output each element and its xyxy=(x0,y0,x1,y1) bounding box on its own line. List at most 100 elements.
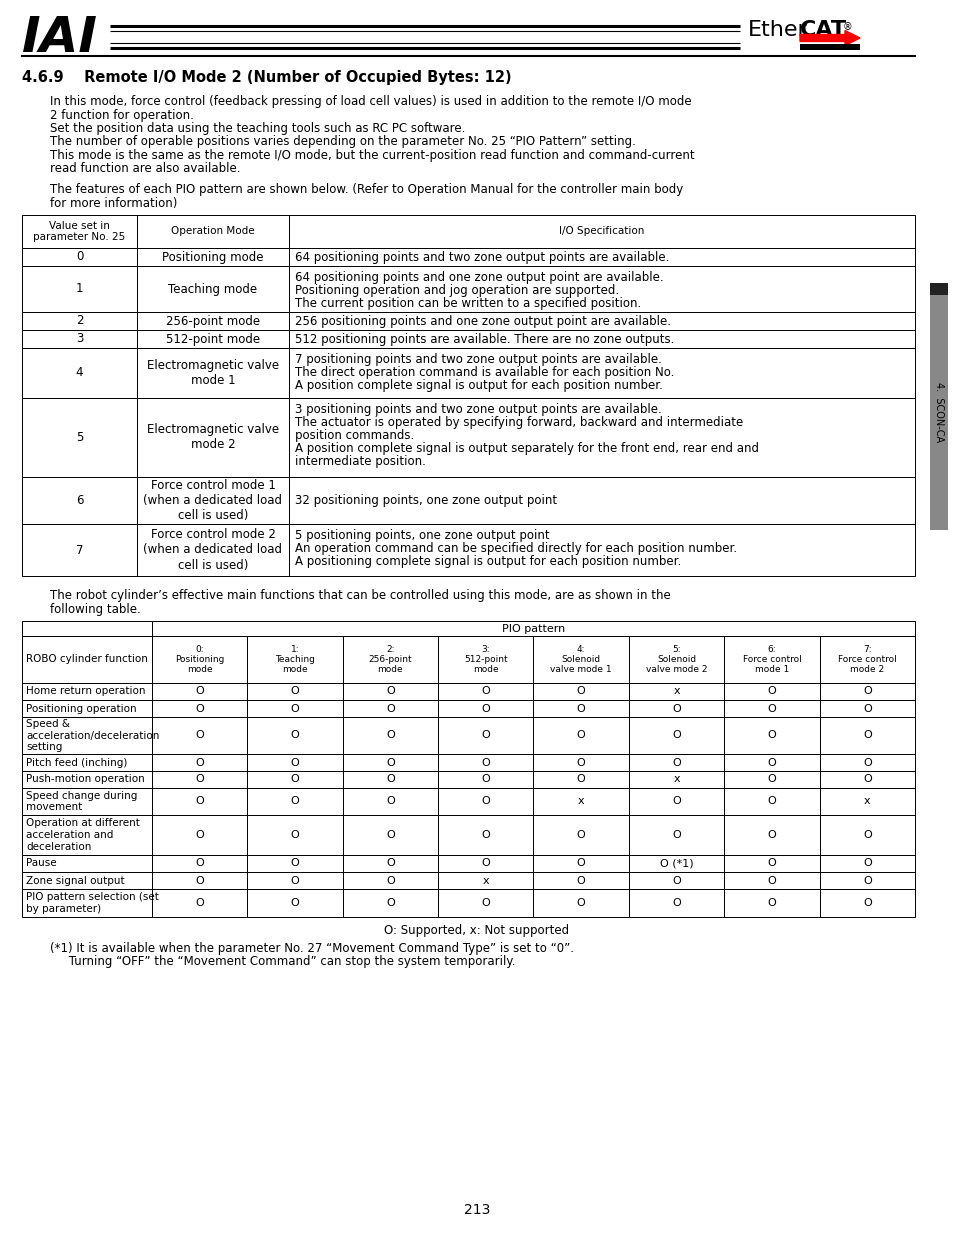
Bar xyxy=(342,700,437,718)
Text: Operation at different
acceleration and
deceleration: Operation at different acceleration and … xyxy=(26,819,140,852)
Bar xyxy=(247,872,342,889)
Text: The direct operation command is available for each position No.: The direct operation command is availabl… xyxy=(294,366,674,379)
Text: O: O xyxy=(481,774,490,784)
Text: O: O xyxy=(767,830,776,840)
Bar xyxy=(247,755,342,771)
Bar xyxy=(247,771,342,788)
Text: 32 positioning points, one zone output point: 32 positioning points, one zone output p… xyxy=(294,494,557,508)
Bar xyxy=(929,283,947,295)
Text: O: O xyxy=(862,704,871,714)
Text: IAI: IAI xyxy=(22,14,98,62)
Bar xyxy=(247,815,342,855)
Text: Positioning operation and jog operation are supported.: Positioning operation and jog operation … xyxy=(294,284,618,296)
Bar xyxy=(22,477,137,524)
Text: O (*1): O (*1) xyxy=(659,858,693,868)
Text: 5: 5 xyxy=(75,431,83,445)
Text: O: O xyxy=(672,704,680,714)
Bar xyxy=(819,683,914,700)
Bar xyxy=(533,771,628,788)
Text: for more information): for more information) xyxy=(50,196,177,210)
Bar xyxy=(723,771,819,788)
Text: O: O xyxy=(767,858,776,868)
Text: O: O xyxy=(195,858,204,868)
Text: O: O xyxy=(862,687,871,697)
Text: following table.: following table. xyxy=(50,603,141,615)
Text: O: O xyxy=(195,704,204,714)
Text: Pause: Pause xyxy=(26,858,56,868)
Bar xyxy=(628,788,723,815)
Bar xyxy=(628,718,723,755)
Bar xyxy=(22,636,152,683)
Text: x: x xyxy=(482,876,489,885)
Text: Zone signal output: Zone signal output xyxy=(26,876,125,885)
Text: O: O xyxy=(291,858,299,868)
Text: O: O xyxy=(577,730,585,741)
Text: O: O xyxy=(672,797,680,806)
Bar xyxy=(819,636,914,683)
Text: O: O xyxy=(481,704,490,714)
Bar xyxy=(137,398,289,477)
Text: O: O xyxy=(291,774,299,784)
Bar xyxy=(289,330,914,348)
Bar xyxy=(342,872,437,889)
Text: 7 positioning points and two zone output points are available.: 7 positioning points and two zone output… xyxy=(294,353,661,366)
Bar xyxy=(628,771,723,788)
Bar xyxy=(289,215,914,248)
Bar xyxy=(22,398,137,477)
Bar xyxy=(723,788,819,815)
Text: O: O xyxy=(291,876,299,885)
Bar xyxy=(342,755,437,771)
Bar xyxy=(22,855,152,872)
Text: Speed change during
movement: Speed change during movement xyxy=(26,790,137,813)
Text: O: O xyxy=(386,858,395,868)
Bar xyxy=(342,636,437,683)
Text: 3: 3 xyxy=(75,332,83,346)
Bar xyxy=(22,683,152,700)
Bar xyxy=(533,855,628,872)
Bar xyxy=(289,477,914,524)
Text: Teaching mode: Teaching mode xyxy=(169,283,257,295)
Bar xyxy=(22,621,152,636)
Bar xyxy=(800,44,859,49)
Bar xyxy=(819,872,914,889)
Text: An operation command can be specified directly for each position number.: An operation command can be specified di… xyxy=(294,542,737,555)
Text: 0:
Positioning
mode: 0: Positioning mode xyxy=(174,645,224,674)
Bar xyxy=(819,788,914,815)
Text: Positioning operation: Positioning operation xyxy=(26,704,136,714)
Text: Electromagnetic valve
mode 2: Electromagnetic valve mode 2 xyxy=(147,424,279,452)
Bar xyxy=(628,815,723,855)
Text: O: O xyxy=(481,757,490,767)
Text: O: O xyxy=(481,830,490,840)
Text: O: O xyxy=(672,757,680,767)
Text: O: O xyxy=(862,876,871,885)
Text: O: O xyxy=(195,774,204,784)
Bar xyxy=(819,889,914,918)
Bar xyxy=(342,788,437,815)
Text: O: O xyxy=(767,757,776,767)
Bar xyxy=(247,636,342,683)
Text: O: O xyxy=(862,830,871,840)
Bar xyxy=(723,755,819,771)
Text: Set the position data using the teaching tools such as RC PC software.: Set the position data using the teaching… xyxy=(50,122,465,135)
FancyArrow shape xyxy=(800,31,859,46)
Bar xyxy=(152,636,247,683)
Text: PIO pattern selection (set
by parameter): PIO pattern selection (set by parameter) xyxy=(26,892,159,914)
Text: O: O xyxy=(481,858,490,868)
Bar xyxy=(723,889,819,918)
Bar xyxy=(819,755,914,771)
Bar xyxy=(628,855,723,872)
Text: Push-motion operation: Push-motion operation xyxy=(26,774,145,784)
Text: O: O xyxy=(767,687,776,697)
Bar xyxy=(437,755,533,771)
Text: O: O xyxy=(672,730,680,741)
Bar xyxy=(723,636,819,683)
Text: O: O xyxy=(577,704,585,714)
Bar xyxy=(137,477,289,524)
Bar xyxy=(342,771,437,788)
Bar xyxy=(437,788,533,815)
Text: I/O Specification: I/O Specification xyxy=(558,226,644,236)
Text: O: O xyxy=(481,797,490,806)
Text: ROBO cylinder function: ROBO cylinder function xyxy=(26,655,148,664)
Bar xyxy=(628,683,723,700)
Text: O: O xyxy=(195,797,204,806)
